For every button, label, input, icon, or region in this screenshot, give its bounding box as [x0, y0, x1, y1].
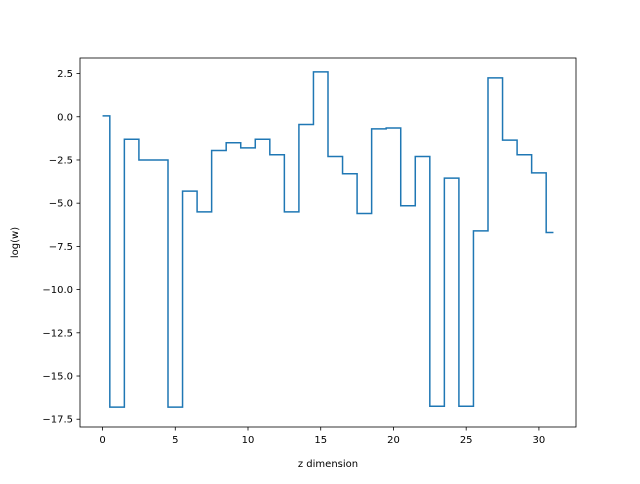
- y-tick-label: 2.5: [57, 69, 73, 80]
- x-tick-label: 0: [99, 435, 105, 446]
- x-tick-label: 10: [242, 435, 255, 446]
- y-tick-label: −12.5: [42, 328, 73, 339]
- series-line: [102, 71, 554, 408]
- y-tick-label: −5.0: [49, 199, 73, 210]
- y-tick-label: −17.5: [42, 415, 73, 426]
- y-tick-label: 0.0: [57, 112, 73, 123]
- y-tick-label: −10.0: [42, 285, 73, 296]
- x-tick-label: 15: [314, 435, 327, 446]
- axes-frame: [79, 57, 577, 428]
- x-tick-label: 25: [460, 435, 473, 446]
- y-axis-label: log(w): [10, 227, 21, 258]
- x-axis-ticks: 0 5 10 15 20 25 30: [99, 427, 545, 446]
- x-tick-label: 20: [387, 435, 400, 446]
- plot-area: [102, 71, 554, 408]
- x-tick-label: 5: [172, 435, 178, 446]
- x-tick-label: 30: [533, 435, 546, 446]
- y-tick-label: −2.5: [49, 155, 73, 166]
- y-tick-label: −15.0: [42, 372, 73, 383]
- y-axis-ticks: 2.5 0.0 −2.5 −5.0 −7.5 −10.0 −12.5 −15.0 −17.5: [42, 69, 80, 426]
- x-axis-label: z dimension: [298, 459, 358, 470]
- y-tick-label: −7.5: [49, 242, 73, 253]
